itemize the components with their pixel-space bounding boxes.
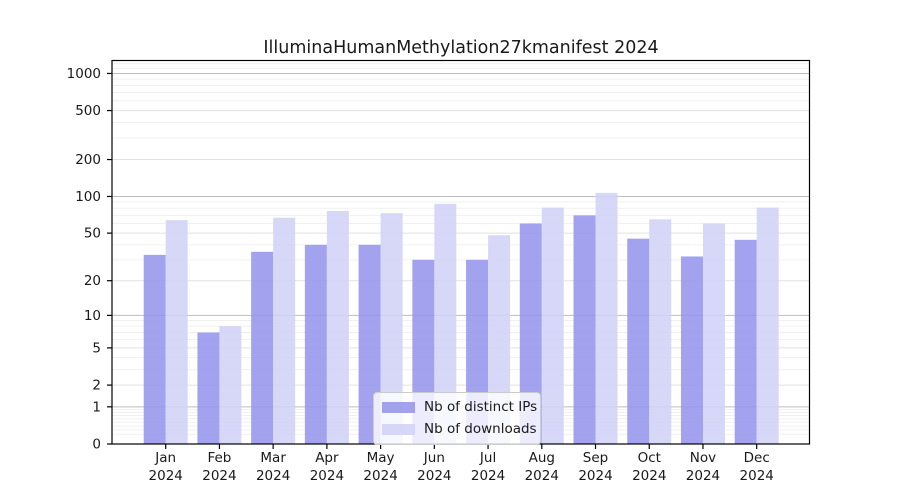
bar-downloads [541, 207, 564, 444]
bar-downloads [702, 223, 725, 444]
bar-downloads [434, 203, 457, 444]
y-tick-label: 50 [84, 226, 101, 242]
bar-downloads [326, 211, 349, 444]
bar-distinct-ips [304, 244, 327, 444]
x-tick-label-month: Apr [315, 450, 339, 466]
bar-distinct-ips [143, 254, 166, 444]
y-tick-label: 10 [84, 308, 101, 324]
bar-downloads [273, 217, 296, 444]
x-tick-label-year: 2024 [363, 468, 397, 484]
x-tick-label-year: 2024 [686, 468, 720, 484]
x-tick-label-month: Jun [423, 450, 445, 466]
x-tick-label-month: Mar [260, 450, 286, 466]
y-tick-label: 2 [92, 378, 101, 394]
chart-title: IlluminaHumanMethylation27kmanifest 2024 [263, 38, 658, 58]
x-tick-label-year: 2024 [578, 468, 612, 484]
bar-distinct-ips [251, 251, 274, 444]
x-tick-label-year: 2024 [525, 468, 559, 484]
x-tick-label-month: Jul [479, 450, 496, 466]
x-tick-label-year: 2024 [740, 468, 774, 484]
chart-legend: Nb of distinct IPs Nb of downloads [373, 392, 541, 445]
y-tick-label: 20 [84, 273, 101, 289]
bar-distinct-ips [197, 332, 220, 444]
y-tick-label: 500 [75, 103, 101, 119]
y-tick-label: 1 [92, 399, 101, 415]
x-tick-label-year: 2024 [310, 468, 344, 484]
x-tick-label-month: Sep [583, 450, 608, 466]
legend-swatch-downloads [382, 423, 415, 435]
x-tick-label-year: 2024 [202, 468, 236, 484]
legend-item-distinct-ips: Nb of distinct IPs [382, 398, 537, 416]
bar-distinct-ips [680, 256, 703, 444]
y-tick-label: 200 [75, 152, 101, 168]
bar-distinct-ips [627, 238, 650, 444]
x-tick-label-year: 2024 [256, 468, 290, 484]
x-tick-label-month: Dec [744, 450, 770, 466]
bar-downloads [595, 192, 618, 444]
x-tick-label-month: Oct [638, 450, 661, 466]
bar-downloads [380, 213, 403, 444]
y-tick-label: 0 [92, 437, 101, 453]
legend-label-downloads: Nb of downloads [424, 421, 537, 437]
legend-item-downloads: Nb of downloads [382, 420, 537, 438]
bar-downloads [649, 219, 672, 444]
x-tick-label-month: May [367, 450, 395, 466]
y-tick-label: 1000 [67, 66, 101, 82]
y-tick-label: 100 [75, 189, 101, 205]
legend-label-distinct-ips: Nb of distinct IPs [424, 399, 538, 415]
x-tick-label-month: Feb [207, 450, 231, 466]
x-tick-label-year: 2024 [417, 468, 451, 484]
legend-swatch-distinct-ips [382, 401, 415, 413]
x-tick-label-year: 2024 [632, 468, 666, 484]
bar-downloads [756, 207, 779, 444]
bar-downloads [165, 220, 188, 444]
bar-distinct-ips [734, 239, 757, 444]
bar-distinct-ips [519, 223, 542, 444]
bar-distinct-ips [573, 215, 596, 444]
x-tick-label-month: Jan [154, 450, 176, 466]
x-tick-label-year: 2024 [471, 468, 505, 484]
bar-downloads [219, 326, 242, 444]
x-tick-label-month: Nov [690, 450, 716, 466]
x-tick-label-year: 2024 [149, 468, 183, 484]
bar-downloads [488, 235, 511, 444]
x-tick-label-month: Aug [529, 450, 555, 466]
y-tick-label: 5 [92, 340, 101, 356]
